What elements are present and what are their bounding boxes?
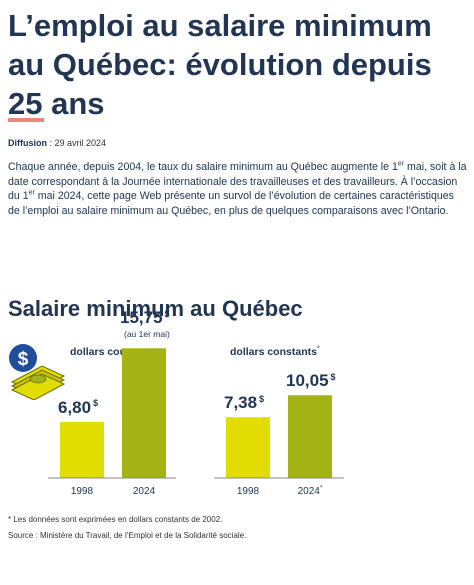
source-note: Source : Ministère du Travail, de l’Empl…	[8, 531, 247, 540]
chart-constant-title-mark: *	[316, 345, 320, 353]
intro-paragraph: Chaque année, depuis 2004, le taux du sa…	[8, 160, 468, 218]
bar-note-current-2024: (au 1er mai)	[124, 329, 170, 340]
value-current-2024: 15,75	[120, 308, 163, 328]
value-label-constant-1998: 7,38 $	[224, 393, 264, 413]
value-label-current-2024: 15,75 $	[120, 308, 170, 328]
value-constant-1998: 7,38	[224, 393, 258, 413]
intro-sup-1: er	[397, 160, 405, 168]
svg-text:$: $	[18, 349, 29, 370]
money-bundle-dollar-icon: $	[9, 344, 66, 400]
value-current-1998: 6,80	[58, 398, 92, 417]
value-label-constant-2024: 10,05 $	[286, 371, 336, 391]
bar-constant-2024	[288, 395, 332, 478]
intro-sup-2: er	[28, 189, 35, 197]
chart-constant-title: dollars constants*	[230, 345, 320, 359]
intro-text-1: Chaque année, depuis 2004, le taux du sa…	[8, 161, 398, 173]
publication-date-value: : 29 avril 2024	[47, 138, 107, 148]
intro-text-3: mai 2024, cette page Web présente un sur…	[8, 190, 454, 217]
publication-date: Diffusion : 29 avril 2024	[8, 138, 106, 148]
unit-current-1998: $	[93, 398, 99, 409]
unit-constant-2024: $	[330, 371, 336, 382]
intro-text-2: mai, soit à la date correspondant à la J…	[8, 161, 467, 202]
tick-label-current-1998: 1998	[70, 486, 94, 497]
bar-current-2024	[122, 348, 166, 478]
tick-label-constant-1998: 1998	[236, 486, 260, 497]
bar-constant-1998	[226, 417, 270, 478]
unit-current-2024: $	[164, 308, 170, 319]
publication-date-label: Diffusion	[8, 138, 47, 148]
tick-label-current-2024: 2024	[132, 486, 156, 497]
tick-label-constant-2024-text: 2024	[297, 486, 320, 497]
value-constant-2024: 10,05	[286, 371, 329, 391]
unit-constant-1998: $	[259, 393, 265, 404]
section-title: Salaire minimum au Québec	[8, 296, 303, 321]
chart-constant-title-text: dollars constants	[230, 346, 317, 358]
tick-label-constant-2024: 2024*	[285, 484, 335, 497]
tick-label-constant-2024-mark: *	[319, 484, 323, 492]
title-underline	[8, 118, 44, 122]
footnote: * Les données sont exprimées en dollars …	[8, 515, 223, 524]
page-title: L’emploi au salaire minimum au Québec: é…	[8, 8, 432, 121]
bar-current-1998	[60, 422, 104, 478]
value-label-current-1998: 6,80 $	[58, 398, 98, 418]
